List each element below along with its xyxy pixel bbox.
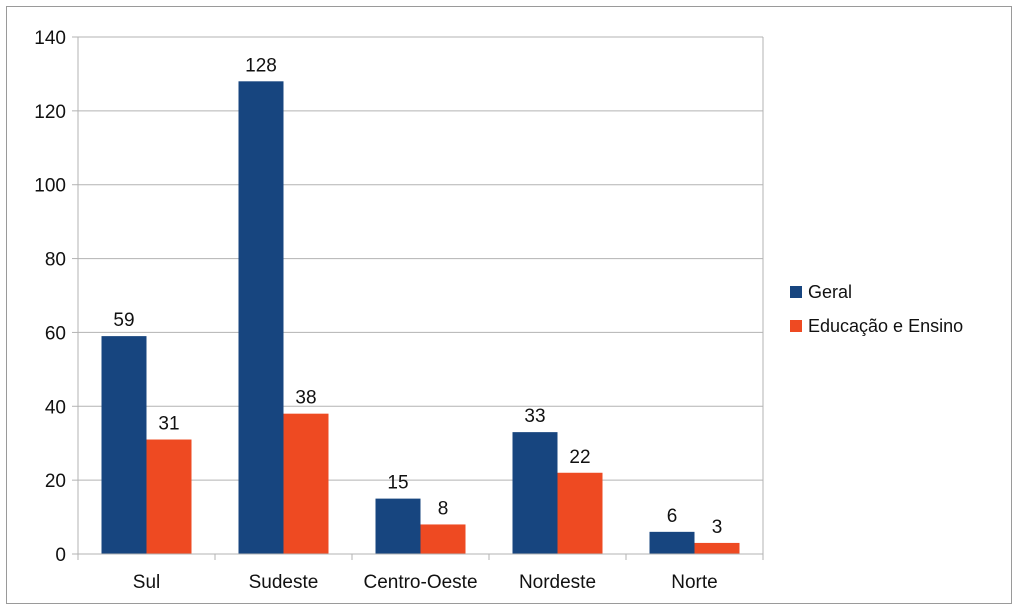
x-category-label: Sul — [133, 572, 160, 593]
data-label: 6 — [667, 506, 678, 527]
bar-educa-o-e-ensino — [557, 472, 603, 554]
bars — [101, 81, 740, 555]
bar-geral — [101, 336, 147, 554]
y-tick-label: 60 — [45, 323, 66, 344]
y-tick-label: 40 — [45, 397, 66, 418]
bar-educa-o-e-ensino — [283, 413, 329, 554]
data-label: 128 — [245, 55, 277, 76]
x-category-label: Norte — [671, 572, 717, 593]
y-tick-label: 120 — [34, 102, 66, 123]
x-category-label: Sudeste — [249, 572, 319, 593]
x-category-label: Nordeste — [519, 572, 596, 593]
data-label: 15 — [387, 473, 408, 494]
legend-label: Educação e Ensino — [808, 316, 963, 336]
bar-geral — [375, 498, 421, 554]
data-label: 8 — [438, 498, 449, 519]
data-label: 31 — [158, 414, 179, 435]
data-label: 22 — [569, 447, 590, 468]
data-label: 3 — [712, 517, 723, 538]
bar-educa-o-e-ensino — [694, 542, 740, 554]
legend-swatch — [790, 286, 802, 298]
legend-label: Geral — [808, 282, 852, 302]
bar-geral — [649, 531, 695, 554]
data-label: 38 — [295, 388, 316, 409]
y-tick-label: 100 — [34, 176, 66, 197]
y-tick-label: 80 — [45, 250, 66, 271]
y-tick-label: 140 — [34, 28, 66, 49]
bar-educa-o-e-ensino — [420, 524, 466, 554]
bar-geral — [512, 432, 558, 554]
bar-geral — [238, 81, 284, 555]
y-tick-label: 0 — [55, 545, 66, 566]
data-label: 33 — [524, 406, 545, 427]
legend: Geral Educação e Ensino — [790, 282, 963, 336]
legend-swatch — [790, 320, 802, 332]
data-label: 59 — [113, 310, 134, 331]
labels: 0 20 40 60 80 100 120 140 59 31 Sul 128 38 Sudeste 15 8… — [34, 28, 722, 593]
bar-educa-o-e-ensino — [146, 439, 192, 554]
y-tick-label: 20 — [45, 471, 66, 492]
axes — [72, 36, 764, 555]
x-category-label: Centro-Oeste — [363, 572, 477, 593]
